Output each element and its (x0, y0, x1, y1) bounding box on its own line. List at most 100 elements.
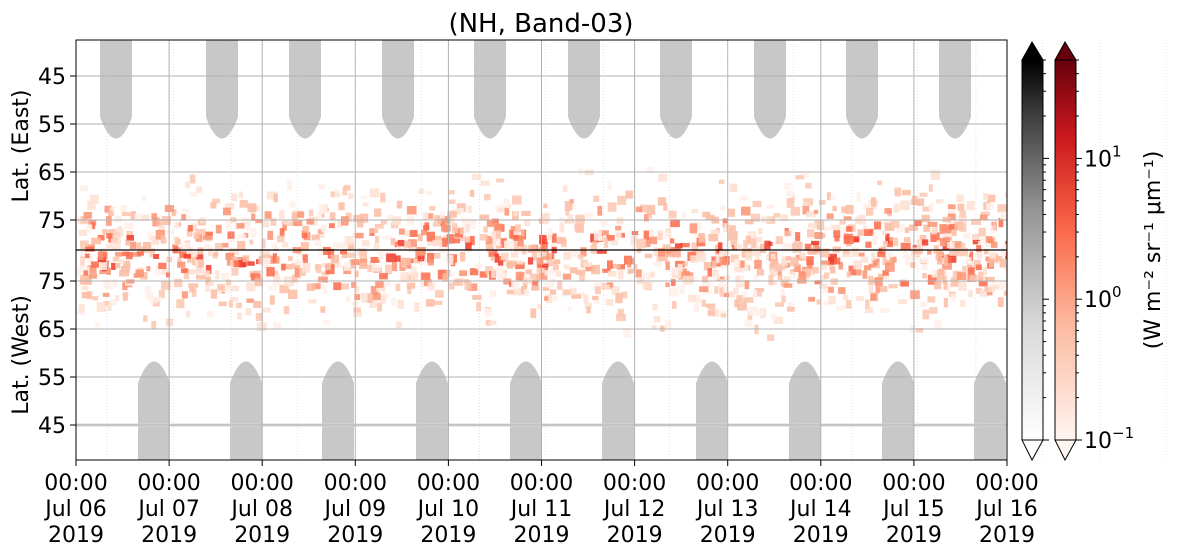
emission-cell (1003, 290, 1007, 296)
emission-cell (373, 243, 380, 249)
emission-cell (976, 245, 982, 252)
emission-cell (586, 306, 591, 314)
emission-cell (418, 188, 425, 194)
emission-cell (646, 204, 656, 215)
emission-cell (511, 280, 520, 290)
emission-cell (134, 213, 143, 222)
emission-cell (378, 251, 384, 260)
emission-cell (157, 225, 165, 232)
emission-cell (237, 234, 246, 239)
emission-cell (343, 262, 351, 271)
emission-cell (977, 241, 985, 246)
emission-cell (744, 297, 754, 303)
emission-cell (98, 251, 103, 260)
emission-cell (994, 254, 999, 261)
emission-cell (910, 257, 915, 265)
emission-cell (952, 241, 962, 250)
emission-cell (550, 289, 556, 295)
emission-cell (348, 193, 354, 200)
emission-cell (333, 242, 343, 248)
emission-cell (191, 251, 198, 258)
emission-cell (889, 256, 897, 263)
emission-cell (836, 305, 846, 311)
emission-cell (247, 203, 257, 213)
emission-cell (562, 289, 571, 296)
emission-cell (1006, 278, 1007, 287)
emission-cell (956, 194, 964, 203)
emission-cell (370, 286, 379, 295)
emission-cell (451, 223, 458, 231)
emission-cell (944, 235, 950, 241)
emission-cell (112, 256, 120, 262)
emission-cell (866, 207, 874, 216)
emission-cell (863, 225, 868, 231)
emission-cell (808, 223, 818, 228)
emission-cell (232, 256, 237, 265)
emission-cell (485, 319, 492, 326)
emission-cell (382, 235, 393, 240)
emission-cell (871, 197, 877, 207)
emission-cell (959, 223, 967, 232)
emission-cell (177, 261, 186, 268)
emission-cell (215, 270, 220, 280)
emission-cell (306, 218, 314, 225)
emission-cell (83, 270, 88, 276)
emission-cell (779, 214, 789, 222)
night-mask-top-1 (206, 40, 238, 139)
emission-cell (952, 249, 959, 254)
emission-cell (770, 253, 776, 259)
emission-cell (464, 238, 475, 244)
emission-cell (442, 273, 449, 282)
emission-cell (843, 216, 852, 221)
emission-cell (943, 298, 948, 308)
emission-cell (297, 267, 306, 276)
emission-cell (886, 241, 893, 248)
emission-cell (860, 256, 869, 263)
emission-cell (246, 282, 256, 292)
emission-cell (984, 248, 989, 255)
emission-cell (712, 260, 717, 269)
emission-cell (653, 247, 660, 257)
emission-cell (141, 195, 147, 202)
emission-cell (902, 189, 911, 196)
emission-cell (914, 219, 922, 226)
emission-cell (189, 192, 198, 197)
emission-cell (689, 223, 698, 234)
night-mask-top-4 (474, 40, 506, 139)
emission-cell (812, 266, 819, 274)
emission-cell (123, 260, 131, 269)
emission-cell (267, 255, 276, 264)
emission-cell (943, 281, 948, 290)
emission-cell (217, 283, 225, 291)
emission-cell (616, 264, 625, 270)
emission-cell (718, 179, 725, 184)
emission-cell (757, 310, 764, 317)
emission-cell (229, 247, 240, 256)
emission-cell (823, 226, 833, 232)
emission-cell (853, 260, 862, 270)
emission-cell (879, 286, 888, 293)
emission-cell (650, 271, 655, 278)
emission-cell (210, 289, 218, 299)
emission-cell (441, 237, 448, 247)
emission-cell (122, 212, 132, 217)
emission-cell (992, 221, 997, 231)
emission-cell (188, 269, 198, 275)
emission-cell (950, 293, 955, 302)
emission-cell (657, 197, 667, 206)
emission-cell (764, 240, 771, 250)
emission-cell (503, 278, 512, 285)
emission-cell (156, 296, 163, 302)
emission-cell (592, 241, 598, 247)
emission-cell (607, 270, 617, 277)
emission-cell (697, 252, 707, 262)
emission-cell (339, 264, 346, 269)
emission-cell (95, 323, 101, 328)
emission-cell (567, 306, 573, 311)
emission-cell (739, 260, 745, 268)
emission-cell (379, 273, 388, 280)
emission-cell (657, 248, 666, 257)
emission-cell (580, 247, 587, 257)
emission-cell (934, 281, 942, 290)
emission-cell (934, 320, 942, 330)
